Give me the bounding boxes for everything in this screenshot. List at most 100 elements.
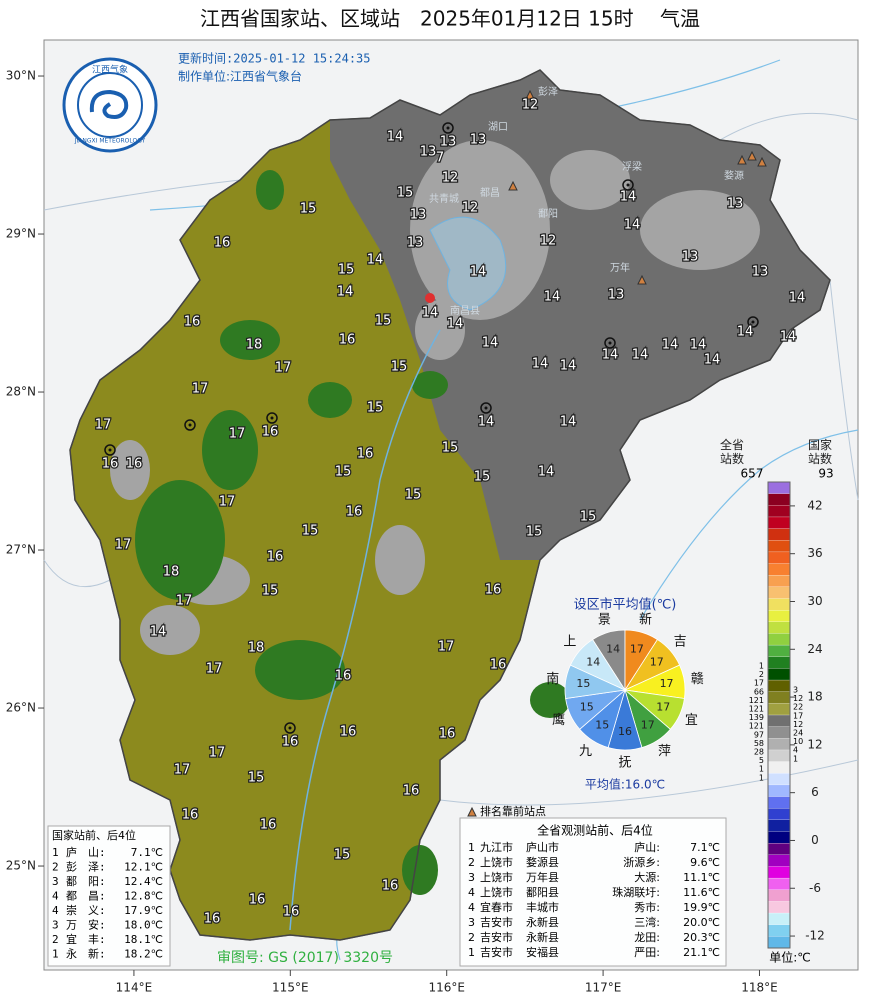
province-rank-cell: 永新县 xyxy=(526,915,559,929)
station-value: 15 xyxy=(335,465,352,480)
station-value: 13 xyxy=(470,133,487,148)
pie-category: 吉 xyxy=(674,635,687,650)
city-dot xyxy=(484,406,488,410)
warm-area xyxy=(202,410,258,490)
station-value: 17 xyxy=(219,495,236,510)
station-value: 16 xyxy=(182,808,199,823)
station-value: 14 xyxy=(560,415,577,430)
station-value: 16 xyxy=(382,879,399,894)
province-rank-cell: 永新县 xyxy=(526,930,559,944)
station-value: 14 xyxy=(367,253,384,268)
station-value: 13 xyxy=(608,288,625,303)
province-total: 657 xyxy=(741,467,764,481)
station-value: 12 xyxy=(462,201,479,216)
city-dot xyxy=(626,183,630,187)
station-value: 17 xyxy=(176,594,193,609)
province-count: 2 xyxy=(759,670,764,679)
city-marker xyxy=(442,122,454,134)
x-tick-label: 117°E xyxy=(585,981,622,995)
station-value: 16 xyxy=(485,583,502,598)
station-value: 13 xyxy=(682,250,699,265)
pie-category: 赣 xyxy=(691,672,704,687)
place-name: 湖口 xyxy=(488,121,508,133)
station-value: 15 xyxy=(262,584,279,599)
colorbar-cell xyxy=(767,924,791,937)
colorbar-header: 国家站数 xyxy=(808,437,832,466)
pie-title: 设区市平均值(℃) xyxy=(574,597,677,613)
station-value: 17 xyxy=(229,427,246,442)
province-rank-cell: 婺源县 xyxy=(526,855,559,869)
province-rank-cell: 11.6℃ xyxy=(683,886,720,899)
national-total: 93 xyxy=(818,467,833,481)
warm-area xyxy=(135,480,225,600)
colorbar-cell xyxy=(767,889,791,902)
colorbar-cell xyxy=(767,516,791,530)
city-dot xyxy=(108,448,112,452)
colorbar-cell xyxy=(767,877,791,891)
station-value: 14 xyxy=(422,306,439,321)
colorbar-cell xyxy=(767,901,791,914)
city-dot xyxy=(608,341,612,345)
province-rank-cell: 宜春市 xyxy=(480,900,513,914)
station-value: 12 xyxy=(522,98,539,113)
colorbar-tick-label: 18 xyxy=(807,690,822,704)
y-tick-label: 26°N xyxy=(6,701,36,715)
colorbar-cell xyxy=(767,726,791,739)
national-count: 1 xyxy=(793,754,798,763)
colorbar-cell xyxy=(767,784,791,798)
pie-value: 14 xyxy=(606,643,620,656)
city-marker xyxy=(104,444,116,456)
national-rank-cell: 3 xyxy=(52,875,59,888)
y-tick-label: 28°N xyxy=(6,385,36,399)
station-value: 13 xyxy=(752,265,769,280)
rank-station-icon xyxy=(525,89,535,100)
station-value: 15 xyxy=(397,186,414,201)
station-value: 15 xyxy=(334,848,351,863)
colorbar-cell xyxy=(767,843,791,856)
station-value: 17 xyxy=(95,418,112,433)
colorbar-cell xyxy=(767,866,791,879)
city-marker xyxy=(184,419,196,431)
title: 江西省国家站、区域站 2025年01月12日 15时 气温 xyxy=(200,7,700,31)
colorbar-cell xyxy=(767,505,791,518)
place-name: 都昌 xyxy=(480,187,500,199)
colorbar-tick-label: -12 xyxy=(805,929,825,943)
place-name: 婺源 xyxy=(724,169,744,182)
colorbar-cell xyxy=(767,738,791,751)
province-rank-cell: 4 xyxy=(468,886,475,899)
station-value: 16 xyxy=(439,727,456,742)
rank-station-icon xyxy=(747,150,757,161)
station-value: 15 xyxy=(338,263,355,278)
x-tick-label: 114°E xyxy=(116,981,153,995)
city-dot xyxy=(751,320,755,324)
station-value: 16 xyxy=(260,818,277,833)
station-value: 16 xyxy=(283,905,300,920)
place-name: 万年 xyxy=(610,261,630,274)
colorbar-tick-label: 42 xyxy=(807,498,822,512)
colorbar-cell xyxy=(767,773,791,786)
station-value: 13 xyxy=(420,145,437,160)
pie-value: 15 xyxy=(580,700,594,713)
colorbar-cell xyxy=(767,749,791,763)
station-value: 13 xyxy=(727,197,744,212)
province-rank-box xyxy=(459,817,727,967)
place-name: 共青城 xyxy=(429,192,459,205)
colorbar-cell xyxy=(767,831,791,844)
national-rank-cell: 永 新: xyxy=(66,947,106,961)
national-count: 24 xyxy=(793,729,803,738)
national-rank-cell: 鄱 阳: xyxy=(66,875,106,888)
colorbar-cell xyxy=(767,679,791,693)
station-value: 16 xyxy=(339,333,356,348)
station-value: 14 xyxy=(150,625,167,640)
rank-legend: 排名靠前站点 xyxy=(480,804,546,818)
colorbar-cell xyxy=(767,633,791,646)
rank-station-icon xyxy=(508,180,518,191)
city-dot xyxy=(270,416,274,420)
city-marker xyxy=(604,337,616,349)
station-value: 17 xyxy=(438,640,455,655)
national-count: 22 xyxy=(793,703,803,712)
city-marker xyxy=(622,179,634,191)
colorbar-cell xyxy=(767,668,791,681)
national-rank-cell: 庐 山: xyxy=(66,845,106,859)
